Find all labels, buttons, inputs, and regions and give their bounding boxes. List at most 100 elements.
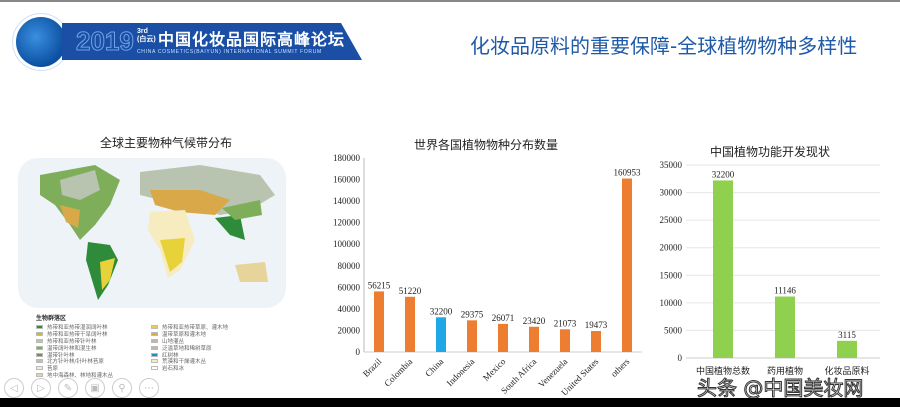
y-tick-label: 5000: [664, 325, 683, 335]
zoom-icon[interactable]: ⚲: [112, 378, 132, 398]
y-tick-label: 160000: [333, 175, 361, 185]
legend-swatch: [36, 345, 43, 350]
legend-label: 温带阔叶林和混生林: [47, 345, 97, 352]
slide-title: 化妆品原料的重要保障-全球植物物种多样性: [470, 34, 858, 58]
legend-label: 北方针叶林/针叶林苔原: [47, 359, 104, 366]
bar-化妆品原料: [837, 340, 857, 358]
legend-swatch: [36, 338, 43, 343]
map-legend: 生物群落区 热带和亚热带湿润阔叶林 热带和亚热带干旱阔叶林 热带和亚热带针叶林 温带阔…: [36, 313, 229, 379]
legend-item: 苔原: [36, 365, 113, 372]
legend-label: 岩石和冰: [162, 366, 185, 373]
y-tick-label: 15000: [660, 270, 683, 280]
legend-item: 泛滥草地和稀树草原: [151, 344, 228, 352]
legend-swatch: [36, 372, 43, 377]
x-tick-label: 化妆品原料: [824, 365, 869, 377]
data-label: 23420: [523, 316, 546, 326]
legend-label: 热带和亚热带草原、灌木地: [162, 325, 229, 332]
y-tick-label: 0: [356, 347, 361, 357]
legend-swatch: [151, 338, 159, 343]
bar-Colombia: [405, 296, 415, 352]
watermark: 头条 @中国美妆网: [696, 376, 864, 401]
data-label: 160953: [614, 168, 642, 178]
y-tick-label: 0: [678, 353, 683, 363]
legend-title: 生物群落区: [36, 315, 67, 322]
legend-item: 岩石和冰: [151, 365, 228, 372]
legend-item: 山地灌丛: [151, 338, 228, 345]
legend-item: 北方针叶林/针叶林苔原: [36, 358, 113, 365]
legend-swatch: [36, 332, 43, 337]
legend-item: 温带针叶林: [36, 351, 113, 359]
y-tick-label: 40000: [338, 304, 361, 314]
legend-item: 荒漠和干燥灌木丛: [151, 358, 228, 365]
more-icon[interactable]: ⋯: [139, 378, 159, 398]
legend-item: 热带和亚热带干旱阔叶林: [36, 331, 113, 338]
data-label: 26071: [492, 313, 515, 323]
logo-title-cn: 中国化妆品国际高峰论坛: [158, 30, 346, 49]
legend-label: 热带和亚热带针叶林: [47, 339, 97, 345]
pen-icon[interactable]: ✎: [58, 378, 78, 398]
legend-swatch: [36, 352, 43, 357]
legend-item: 地中海森林、林地和灌木丛: [36, 372, 113, 379]
legend-label: 苔原: [47, 366, 59, 373]
legend-label: 温带草原和灌木地: [162, 332, 207, 339]
y-tick-label: 20000: [660, 243, 683, 253]
y-tick-label: 100000: [333, 239, 361, 249]
y-tick-label: 140000: [333, 196, 361, 206]
bar-United States: [591, 331, 601, 352]
top-divider: [0, 0, 900, 2]
logo-year: 2019: [76, 26, 135, 57]
forum-logo-globe: [16, 17, 66, 67]
legend-item: 温带阔叶林和混生林: [36, 344, 113, 352]
legend-swatch: [151, 359, 159, 364]
bar-中国植物总数: [713, 180, 733, 358]
legend-label: 泛滥草地和稀树草原: [162, 345, 212, 352]
legend-label: 山地灌丛: [162, 339, 185, 345]
legend-swatch: [151, 325, 159, 330]
bar-South Africa: [529, 326, 539, 352]
next-icon[interactable]: ▷: [31, 378, 51, 398]
chart2-title: 中国植物功能开发现状: [709, 145, 831, 159]
previous-icon[interactable]: ◁: [4, 378, 24, 398]
slides-icon[interactable]: ▣: [85, 378, 105, 398]
bar-Mexico: [498, 323, 508, 352]
y-tick-label: 30000: [660, 188, 683, 198]
bar-Indonesia: [467, 320, 477, 352]
data-label: 51220: [399, 286, 422, 296]
y-tick-label: 20000: [338, 325, 361, 335]
legend-item: 红树林: [151, 351, 228, 359]
data-label: 32200: [430, 306, 453, 316]
bar-药用植物: [775, 296, 795, 358]
data-label: 56215: [368, 280, 391, 290]
x-tick-label: 中国植物总数: [696, 365, 750, 377]
bar-others: [622, 178, 632, 352]
data-label: 29375: [461, 309, 484, 319]
bar-Venezuela: [560, 329, 570, 352]
chart1-title: 世界各国植物物种分布数量: [413, 138, 559, 152]
legend-item: 温带草原和灌木地: [151, 331, 228, 338]
y-tick-label: 35000: [660, 160, 683, 170]
bar-Brazil: [374, 291, 384, 352]
map-title: 全球主要物种气候带分布: [99, 136, 233, 150]
legend-label: 热带和亚热带干旱阔叶林: [47, 332, 108, 339]
data-label: 19473: [585, 320, 608, 330]
y-tick-label: 180000: [333, 153, 361, 163]
y-tick-label: 10000: [660, 298, 683, 308]
legend-label: 红树林: [162, 352, 179, 359]
legend-swatch: [151, 366, 159, 371]
logo-title-en: CHINA COSMETICS(BAIYUN) INTERNATIONAL SU…: [137, 49, 322, 55]
logo-edition: 3rd (白云): [137, 28, 156, 43]
data-label: 21073: [554, 318, 577, 328]
legend-swatch: [151, 345, 159, 350]
y-tick-label: 120000: [333, 218, 361, 228]
legend-label: 温带针叶林: [47, 352, 75, 359]
legend-swatch: [36, 325, 43, 330]
legend-swatch: [151, 352, 159, 357]
data-label: 11146: [774, 286, 796, 296]
legend-swatch: [151, 332, 159, 337]
y-tick-label: 25000: [660, 215, 683, 225]
legend-label: 热带和亚热带湿润阔叶林: [47, 325, 108, 332]
legend-swatch: [36, 366, 43, 371]
legend-label: 荒漠和干燥灌木丛: [162, 359, 207, 366]
